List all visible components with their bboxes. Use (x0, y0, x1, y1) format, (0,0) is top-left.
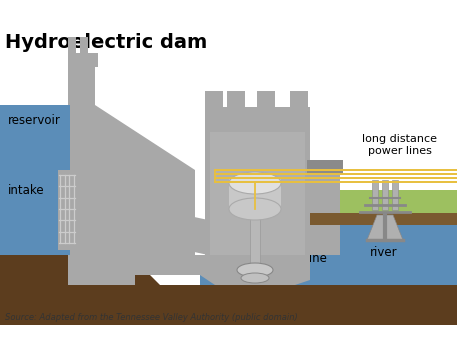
Ellipse shape (237, 263, 273, 277)
Text: Source: Adapted from the Tennessee Valley Authority (public domain): Source: Adapted from the Tennessee Valle… (5, 313, 298, 322)
Polygon shape (310, 215, 457, 285)
Bar (310, 170, 340, 255)
Text: reservoir: reservoir (8, 114, 61, 126)
Ellipse shape (229, 198, 281, 220)
Bar (205, 120, 310, 255)
Polygon shape (0, 105, 70, 255)
Ellipse shape (241, 273, 269, 283)
Text: river: river (370, 246, 398, 259)
Polygon shape (68, 190, 255, 265)
Bar (250, 205, 260, 270)
Polygon shape (68, 255, 310, 285)
Text: generator: generator (218, 160, 276, 173)
Text: Hydroelectric dam: Hydroelectric dam (5, 33, 207, 52)
Bar (210, 132, 305, 255)
Bar (68, 37, 76, 55)
Text: long distance
power lines: long distance power lines (362, 134, 437, 156)
Bar (205, 107, 310, 121)
Polygon shape (70, 200, 255, 265)
Bar (80, 37, 88, 55)
Polygon shape (367, 215, 403, 240)
Polygon shape (220, 270, 310, 285)
Bar (227, 91, 245, 109)
Polygon shape (0, 255, 160, 285)
Bar (68, 53, 98, 67)
Bar (229, 178, 281, 206)
Bar (257, 91, 275, 109)
Bar (372, 180, 378, 210)
Polygon shape (68, 65, 195, 255)
Text: penstock: penstock (125, 223, 179, 237)
Bar (382, 180, 388, 210)
Bar (307, 160, 343, 174)
Text: intake: intake (8, 184, 45, 197)
Polygon shape (200, 250, 457, 285)
Bar (205, 91, 223, 109)
Polygon shape (0, 285, 457, 325)
Bar (392, 180, 398, 210)
Polygon shape (310, 190, 457, 217)
Ellipse shape (229, 172, 281, 194)
Polygon shape (310, 213, 457, 225)
Bar (58, 170, 76, 250)
Text: powerhouse: powerhouse (218, 126, 290, 139)
Bar (290, 91, 308, 109)
Text: turbine: turbine (285, 252, 328, 265)
